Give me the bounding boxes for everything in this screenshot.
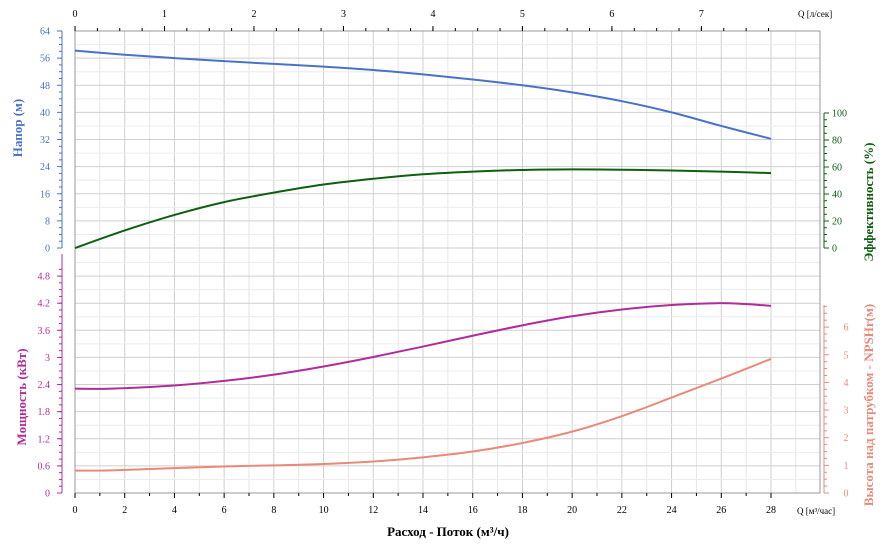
power-tick-label: 3 <box>45 353 50 364</box>
head-tick-label: 32 <box>40 135 50 146</box>
npsh-tick-label: 1 <box>844 461 849 472</box>
top-axis-unit-label: Q [л/сек] <box>798 9 832 19</box>
head-tick-label: 0 <box>45 244 50 255</box>
npsh-axis-title: Высота над патрубком - NPSHr(м) <box>861 304 876 506</box>
npsh-curve <box>74 357 772 472</box>
efficiency-curve <box>74 168 772 249</box>
power-tick-label: 2.4 <box>38 380 51 391</box>
head-tick-label: 56 <box>40 54 50 65</box>
head-tick-label: 8 <box>45 216 50 227</box>
npsh-tick-label: 2 <box>844 433 849 444</box>
efficiency-tick-label: 20 <box>832 217 842 228</box>
curves <box>74 49 772 472</box>
x-axis-title: Расход - Поток (м³/ч) <box>387 524 509 539</box>
head-tick-label: 40 <box>40 108 50 119</box>
efficiency-tick-label: 40 <box>832 190 842 201</box>
x-tick-label: 10 <box>319 505 329 516</box>
axes <box>57 26 829 498</box>
power-curve <box>74 302 772 390</box>
npsh-tick-label: 5 <box>844 350 849 361</box>
power-tick-label: 0.6 <box>38 461 51 472</box>
head-curve <box>74 49 772 140</box>
efficiency-axis-title: Эффективность (%) <box>861 143 876 262</box>
x-unit-label: Q [м³/час] <box>797 506 835 516</box>
npsh-tick-label: 6 <box>844 323 849 334</box>
x-tick-label: 2 <box>122 505 127 516</box>
efficiency-tick-label: 100 <box>832 109 847 120</box>
top-tick-label: 0 <box>73 9 78 20</box>
power-tick-label: 4.8 <box>38 272 51 283</box>
x-tick-label: 8 <box>271 505 276 516</box>
head-tick-label: 64 <box>40 27 50 38</box>
efficiency-tick-label: 60 <box>832 163 842 174</box>
x-tick-label: 26 <box>716 505 726 516</box>
head-axis-title: Напор (м) <box>10 99 25 157</box>
x-tick-label: 24 <box>667 505 677 516</box>
head-tick-label: 48 <box>40 81 50 92</box>
x-tick-label: 28 <box>766 505 776 516</box>
top-tick-label: 6 <box>609 9 614 20</box>
x-tick-label: 6 <box>222 505 227 516</box>
power-axis-title: Мощность (кВт) <box>14 348 29 445</box>
tick-labels: 0 2 4 6 8 10 12 14 16 18 20 22 24 26 280 1 2 3 4 5 6 70816243… <box>38 9 849 516</box>
power-tick-label: 1.2 <box>38 434 51 445</box>
efficiency-tick-label: 0 <box>832 244 837 255</box>
power-tick-label: 1.8 <box>38 407 51 418</box>
top-tick-label: 2 <box>251 9 256 20</box>
x-tick-label: 4 <box>172 505 177 516</box>
power-tick-label: 0 <box>45 489 50 500</box>
x-tick-label: 18 <box>517 505 527 516</box>
x-tick-label: 22 <box>617 505 627 516</box>
top-tick-label: 3 <box>341 9 346 20</box>
x-tick-label: 14 <box>418 505 428 516</box>
x-tick-label: 0 <box>73 505 78 516</box>
grid <box>74 30 820 494</box>
power-tick-label: 4.2 <box>38 299 51 310</box>
npsh-tick-label: 3 <box>844 406 849 417</box>
x-tick-label: 16 <box>468 505 478 516</box>
npsh-tick-label: 0 <box>844 489 849 500</box>
x-tick-label: 20 <box>567 505 577 516</box>
head-tick-label: 24 <box>40 162 50 173</box>
top-tick-label: 1 <box>162 9 167 20</box>
top-tick-label: 7 <box>699 9 704 20</box>
x-tick-label: 12 <box>368 505 378 516</box>
head-tick-label: 16 <box>40 189 50 200</box>
top-tick-label: 4 <box>430 9 435 20</box>
npsh-tick-label: 4 <box>844 378 849 389</box>
power-tick-label: 3.6 <box>38 326 51 337</box>
efficiency-tick-label: 80 <box>832 136 842 147</box>
top-tick-label: 5 <box>520 9 525 20</box>
